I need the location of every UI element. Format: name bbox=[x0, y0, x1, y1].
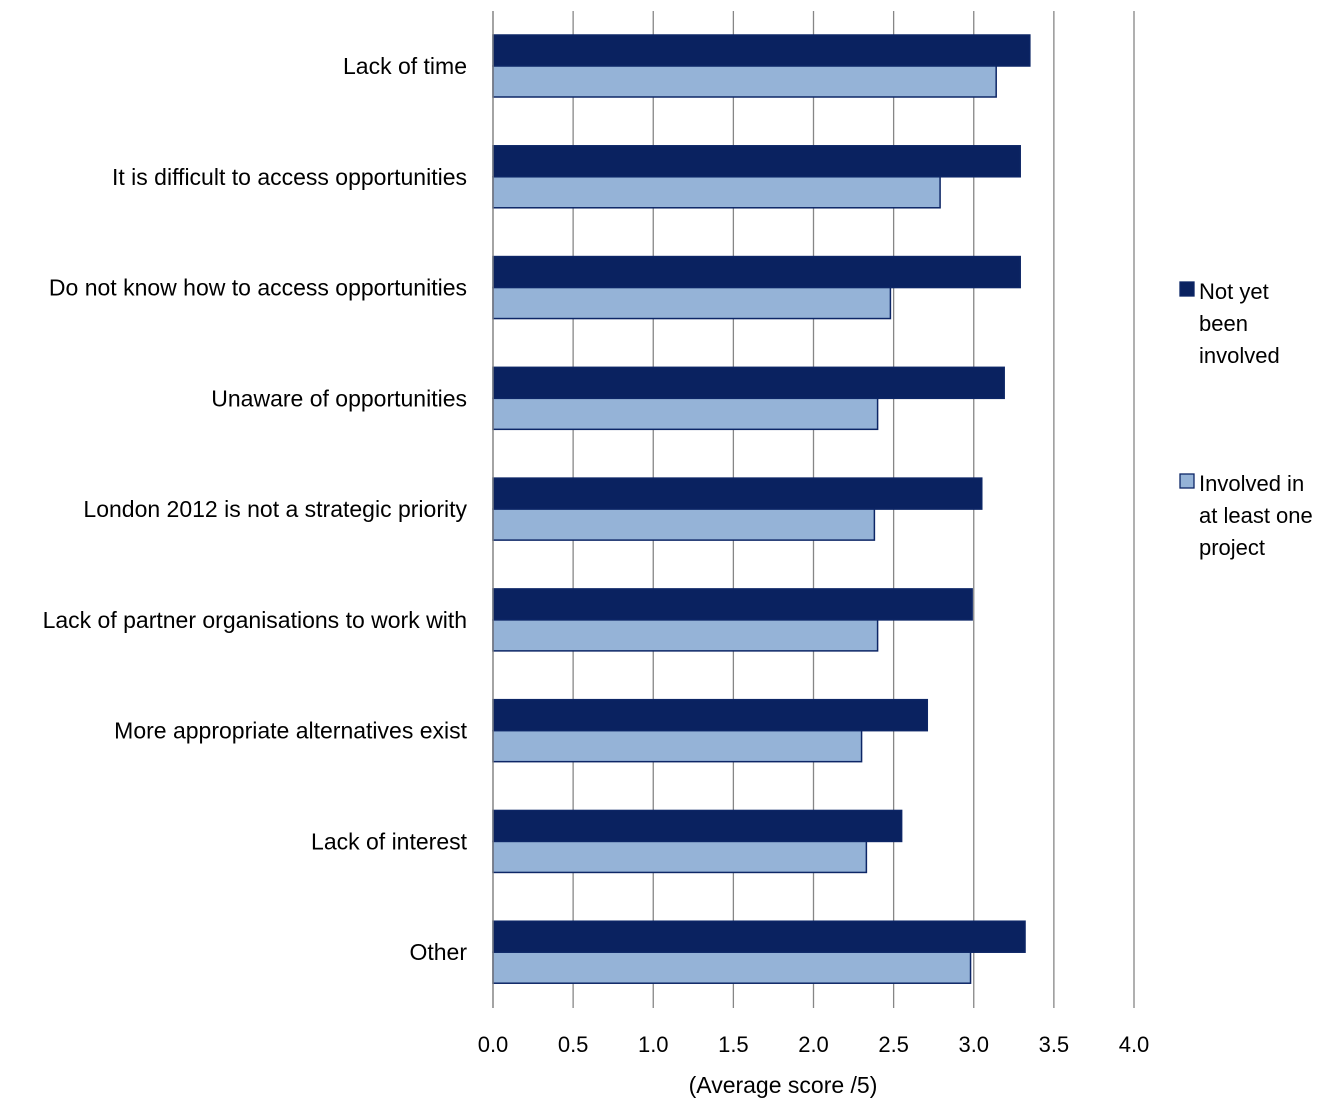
bars bbox=[492, 34, 1031, 984]
bar-involved bbox=[492, 397, 879, 431]
x-tick-label: 1.5 bbox=[718, 1032, 749, 1057]
category-label: More appropriate alternatives exist bbox=[114, 718, 467, 744]
category-label: Lack of partner organisations to work wi… bbox=[43, 607, 467, 633]
bar-not-yet-involved bbox=[492, 809, 903, 843]
bar-involved bbox=[492, 65, 997, 98]
category-label: Do not know how to access opportunities bbox=[49, 275, 467, 301]
bar-not-yet-involved bbox=[492, 145, 1021, 178]
bar-involved bbox=[492, 176, 941, 209]
bar-not-yet-involved bbox=[492, 255, 1021, 289]
bar-involved bbox=[492, 286, 892, 320]
category-label: It is difficult to access opportunities bbox=[112, 164, 467, 190]
legend-label: involved bbox=[1199, 343, 1280, 368]
bar-not-yet-involved bbox=[492, 698, 929, 732]
bar-involved bbox=[492, 508, 876, 541]
x-tick-label: 0.0 bbox=[478, 1032, 509, 1057]
category-labels: Lack of time It is difficult to access op… bbox=[43, 53, 468, 965]
legend-label: been bbox=[1199, 311, 1248, 336]
bar-involved bbox=[492, 619, 879, 652]
legend-swatch bbox=[1179, 473, 1195, 489]
category-label: Unaware of opportunities bbox=[211, 385, 467, 411]
bar-not-yet-involved bbox=[492, 477, 983, 510]
legend-label: Involved in bbox=[1199, 471, 1304, 496]
x-axis-title: (Average score /5) bbox=[689, 1072, 878, 1098]
x-tick-label: 3.5 bbox=[1039, 1032, 1070, 1057]
bar-involved bbox=[492, 840, 868, 874]
x-tick-labels: 0.0 0.5 1.0 1.5 2.0 2.5 3.0 3.5 4.0 bbox=[478, 1032, 1150, 1057]
category-label: London 2012 is not a strategic priority bbox=[83, 496, 467, 522]
category-label: Other bbox=[409, 939, 467, 965]
legend: Not yet been involved Involved in at least o… bbox=[1179, 279, 1313, 560]
category-label: Lack of time bbox=[343, 53, 467, 79]
x-tick-label: 1.0 bbox=[638, 1032, 669, 1057]
legend-label: project bbox=[1199, 535, 1265, 560]
x-tick-label: 2.0 bbox=[798, 1032, 829, 1057]
x-tick-label: 3.0 bbox=[958, 1032, 989, 1057]
x-tick-label: 4.0 bbox=[1119, 1032, 1150, 1057]
bar-not-yet-involved bbox=[492, 34, 1031, 67]
x-tick-label: 2.5 bbox=[878, 1032, 909, 1057]
legend-swatch bbox=[1179, 281, 1195, 297]
bar-not-yet-involved bbox=[492, 920, 1026, 953]
bar-involved bbox=[492, 729, 863, 763]
x-tick-label: 0.5 bbox=[558, 1032, 589, 1057]
legend-label: at least one bbox=[1199, 503, 1313, 528]
bar-involved bbox=[492, 951, 972, 984]
category-label: Lack of interest bbox=[311, 828, 468, 854]
bar-not-yet-involved bbox=[492, 588, 973, 621]
legend-label: Not yet bbox=[1199, 279, 1269, 304]
bar-not-yet-involved bbox=[492, 366, 1005, 400]
